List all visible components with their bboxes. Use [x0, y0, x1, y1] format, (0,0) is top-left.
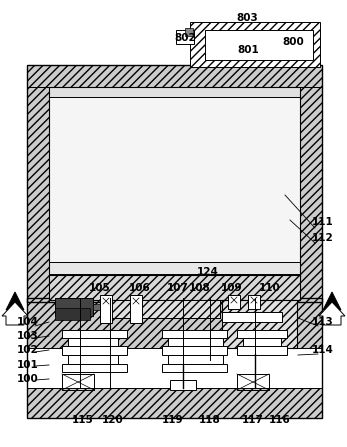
- Polygon shape: [323, 292, 341, 310]
- Bar: [27, 388, 322, 418]
- Bar: [237, 330, 287, 338]
- Text: 803: 803: [236, 13, 258, 23]
- Bar: [237, 346, 287, 355]
- Bar: [62, 330, 127, 338]
- Text: 107: 107: [167, 283, 189, 293]
- Bar: [130, 295, 142, 323]
- Text: 111: 111: [312, 217, 334, 227]
- Bar: [243, 338, 281, 346]
- Text: 113: 113: [312, 317, 334, 327]
- Bar: [168, 338, 223, 346]
- Bar: [168, 355, 223, 364]
- Bar: [185, 28, 193, 36]
- Text: 117: 117: [242, 415, 264, 425]
- Text: 114: 114: [312, 345, 334, 355]
- Bar: [190, 22, 320, 67]
- Text: 104: 104: [17, 317, 39, 327]
- Bar: [228, 295, 240, 309]
- Bar: [62, 364, 127, 372]
- Text: 800: 800: [282, 37, 304, 47]
- Bar: [162, 364, 227, 372]
- Bar: [205, 30, 313, 60]
- Bar: [49, 262, 300, 274]
- Bar: [222, 300, 297, 348]
- Bar: [162, 330, 227, 338]
- Bar: [68, 338, 118, 346]
- Bar: [170, 380, 196, 390]
- Text: 119: 119: [162, 415, 184, 425]
- Text: 115: 115: [72, 415, 94, 425]
- Bar: [49, 275, 300, 300]
- Text: 110: 110: [259, 283, 281, 293]
- Bar: [27, 87, 49, 302]
- Text: 106: 106: [129, 283, 151, 293]
- Bar: [248, 295, 260, 309]
- Bar: [49, 87, 300, 269]
- Bar: [27, 65, 322, 87]
- Bar: [55, 298, 93, 316]
- Text: 112: 112: [312, 233, 334, 243]
- Bar: [237, 374, 269, 390]
- Text: 101: 101: [17, 360, 39, 370]
- Text: 802: 802: [174, 33, 196, 43]
- Text: 100: 100: [17, 374, 39, 384]
- Bar: [222, 300, 297, 348]
- Bar: [49, 275, 300, 300]
- Bar: [27, 298, 322, 348]
- Text: 120: 120: [102, 415, 124, 425]
- Text: 118: 118: [199, 415, 221, 425]
- Bar: [176, 30, 194, 44]
- Bar: [100, 300, 220, 318]
- Bar: [62, 346, 127, 355]
- Bar: [162, 346, 227, 355]
- Bar: [62, 374, 94, 390]
- Text: 109: 109: [221, 283, 243, 293]
- Polygon shape: [319, 302, 345, 325]
- Text: 102: 102: [17, 345, 39, 355]
- Text: 108: 108: [189, 283, 211, 293]
- Bar: [100, 295, 112, 323]
- Polygon shape: [6, 292, 24, 310]
- Bar: [298, 87, 322, 302]
- Text: 116: 116: [269, 415, 291, 425]
- Text: 103: 103: [17, 331, 39, 341]
- Bar: [27, 298, 322, 418]
- Bar: [49, 87, 300, 97]
- Bar: [93, 304, 101, 310]
- Bar: [27, 65, 322, 302]
- Bar: [100, 300, 220, 318]
- Text: 124: 124: [197, 267, 219, 277]
- Bar: [222, 312, 282, 322]
- Polygon shape: [2, 302, 28, 325]
- Text: 105: 105: [89, 283, 111, 293]
- Bar: [55, 308, 90, 320]
- Bar: [68, 355, 118, 364]
- Text: 801: 801: [237, 45, 259, 55]
- Bar: [49, 87, 300, 279]
